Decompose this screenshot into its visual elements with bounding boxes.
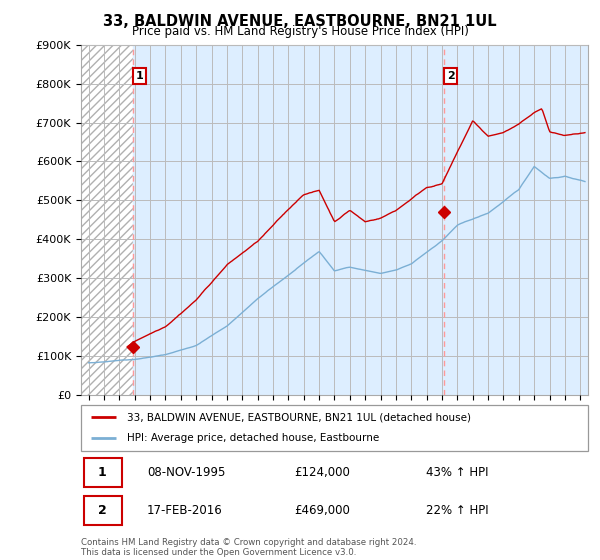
Text: 17-FEB-2016: 17-FEB-2016 — [147, 503, 223, 517]
Text: 43% ↑ HPI: 43% ↑ HPI — [426, 466, 488, 479]
Text: £124,000: £124,000 — [294, 466, 350, 479]
Text: Price paid vs. HM Land Registry's House Price Index (HPI): Price paid vs. HM Land Registry's House … — [131, 25, 469, 38]
Bar — [83, 458, 122, 487]
Text: HPI: Average price, detached house, Eastbourne: HPI: Average price, detached house, East… — [127, 433, 379, 444]
Text: 2: 2 — [98, 503, 107, 517]
Text: 08-NOV-1995: 08-NOV-1995 — [147, 466, 225, 479]
Text: 33, BALDWIN AVENUE, EASTBOURNE, BN21 1UL: 33, BALDWIN AVENUE, EASTBOURNE, BN21 1UL — [103, 14, 497, 29]
Text: 2: 2 — [447, 71, 455, 81]
Text: 33, BALDWIN AVENUE, EASTBOURNE, BN21 1UL (detached house): 33, BALDWIN AVENUE, EASTBOURNE, BN21 1UL… — [127, 412, 470, 422]
Polygon shape — [81, 45, 133, 395]
Text: 1: 1 — [98, 466, 107, 479]
Text: 1: 1 — [136, 71, 143, 81]
Text: 22% ↑ HPI: 22% ↑ HPI — [426, 503, 488, 517]
Text: £469,000: £469,000 — [294, 503, 350, 517]
Bar — [83, 496, 122, 525]
Text: Contains HM Land Registry data © Crown copyright and database right 2024.
This d: Contains HM Land Registry data © Crown c… — [81, 538, 416, 557]
